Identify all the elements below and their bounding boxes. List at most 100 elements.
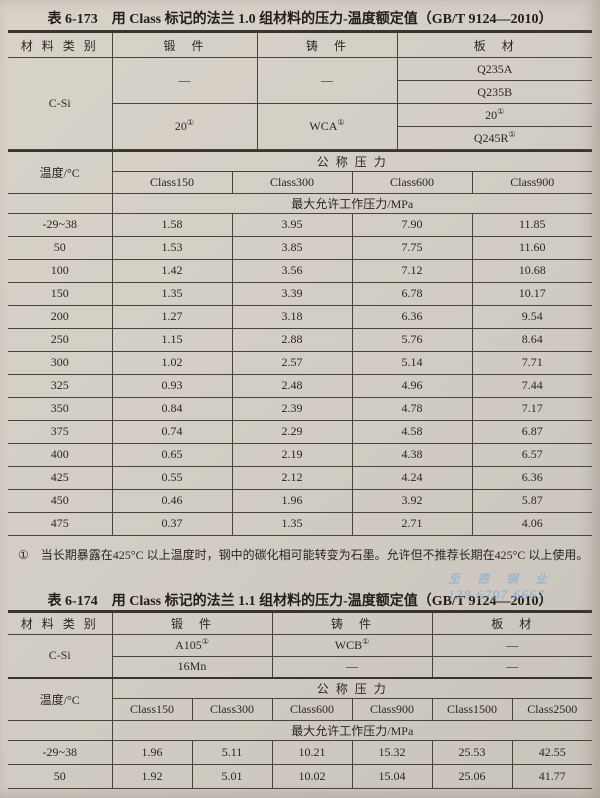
plate-cell: Q235B	[397, 80, 592, 104]
temp-cell: 50	[8, 763, 113, 789]
pressure-cell: 7.71	[471, 350, 593, 375]
pressure-cell: 3.56	[231, 258, 353, 283]
pressure-cell: 6.78	[351, 281, 473, 306]
table-row: 350 0.84 2.39 4.78 7.17	[8, 396, 593, 421]
temp-header-cell: 温度/°C	[8, 150, 113, 194]
table-row: 温度/°C 公 称 压 力	[8, 677, 593, 721]
pressure-cell: 4.24	[351, 465, 473, 490]
header-forging: 锻 件	[111, 31, 258, 58]
pressure-cell: 3.92	[351, 488, 473, 513]
class-header-cell: Class600	[271, 697, 353, 721]
pressure-cell: 0.65	[111, 442, 233, 467]
table1-caption-text: 用 Class 标记的法兰 1.0 组材料的压力-温度额定值（GB/T 9124…	[111, 12, 553, 27]
table1-caption-label: 表 6-173	[47, 12, 98, 27]
header-casting: 铸 件	[271, 610, 433, 635]
header-casting: 铸 件	[256, 31, 398, 58]
table-row: 50 1.92 5.01 10.02 15.04 25.06 41.77	[8, 763, 593, 789]
pressure-cell: 42.55	[511, 739, 593, 765]
pressure-cell: 2.57	[231, 350, 353, 375]
table-row: 250 1.15 2.88 5.76 8.64	[8, 327, 593, 352]
table2-caption-text: 用 Class 标记的法兰 1.1 组材料的压力-温度额定值（GB/T 9124…	[111, 593, 553, 609]
pressure-cell: 2.19	[231, 442, 353, 467]
pressure-cell: 2.12	[231, 465, 353, 490]
pressure-cell: 1.92	[111, 763, 193, 789]
plate-cell: —	[431, 655, 593, 679]
pressure-cell: 25.53	[431, 739, 513, 765]
temp-cell: 150	[8, 281, 113, 306]
nominal-pressure-header: 公 称 压 力	[111, 150, 593, 172]
pressure-cell: 15.32	[351, 739, 433, 765]
temp-cell: 100	[8, 258, 113, 283]
pressure-cell: 3.39	[231, 281, 353, 306]
temp-cell: 375	[8, 419, 113, 444]
pressure-cell: 0.55	[111, 465, 233, 490]
temp-cell: 250	[8, 327, 113, 352]
table-row: Q235B	[8, 80, 592, 104]
pressure-cell: 2.29	[231, 419, 353, 444]
footnote-marker: ①	[18, 547, 29, 562]
table2-caption-label: 表 6-174	[47, 593, 98, 609]
table-row: C-Si A105① WCB① —	[8, 633, 593, 679]
pressure-cell: 4.78	[351, 396, 473, 421]
temp-cell: 450	[8, 488, 113, 513]
table-row: 400 0.65 2.19 4.38 6.57	[8, 442, 593, 467]
temp-cell: -29~38	[8, 212, 113, 237]
footnote: ① 当长期暴露在425°C 以上温度时，钢中的碳化相可能转变为石墨。允许但不推荐长…	[18, 546, 590, 564]
pressure-cell: 7.75	[351, 235, 473, 260]
table-row: C-Si — — Q235A	[8, 57, 592, 150]
plate-cell: Q245R①	[397, 126, 592, 150]
pressure-cell: 5.87	[471, 488, 593, 513]
pressure-cell: 1.27	[111, 304, 233, 329]
pressure-cell: 25.06	[431, 763, 513, 789]
pressure-cell: 3.18	[231, 304, 353, 329]
temp-cell: 300	[8, 350, 113, 375]
pressure-cell: 8.64	[471, 327, 593, 352]
pressure-cell: 5.11	[191, 739, 273, 765]
forging-cell: A105①	[111, 633, 273, 657]
pressure-cell: 41.77	[511, 763, 593, 789]
table2-caption: 表 6-174 用 Class 标记的法兰 1.1 组材料的压力-温度额定值（GB…	[0, 590, 600, 610]
temp-cell: 200	[8, 304, 113, 329]
table-row: 150 1.35 3.39 6.78 10.17	[8, 281, 593, 306]
table-row: 425 0.55 2.12 4.24 6.36	[8, 465, 593, 490]
temp-cell: 50	[8, 235, 113, 260]
pressure-cell: 6.57	[471, 442, 593, 467]
class-header-cell: Class150	[112, 170, 233, 194]
pressure-cell: 5.01	[191, 763, 273, 789]
temp-cell: 400	[8, 442, 113, 467]
table-row: -29~38 1.96 5.11 10.21 15.32 25.53 42.55	[8, 739, 593, 765]
table1-pressure-section: 温度/°C 公 称 压 力 Class150 Class300 Class600…	[8, 150, 593, 536]
class-header-cell: Class900	[471, 170, 593, 194]
temp-cell: -29~38	[8, 739, 113, 765]
pressure-cell: 6.36	[471, 465, 593, 490]
watermark-line1: 至 德 钢 业	[448, 572, 555, 586]
temp-cell: 425	[8, 465, 113, 490]
pressure-cell: 0.93	[111, 373, 233, 398]
pressure-cell: 0.84	[111, 396, 233, 421]
pressure-cell: 1.15	[111, 327, 233, 352]
plate-cell: —	[431, 633, 593, 657]
empty-cell	[8, 719, 113, 741]
table-row: 450 0.46 1.96 3.92 5.87	[8, 488, 593, 513]
table-row: 材 料 类 别 锻 件 铸 件 板 材	[8, 610, 593, 635]
pressure-cell: 6.87	[471, 419, 593, 444]
pressure-cell: 7.12	[351, 258, 473, 283]
pressure-cell: 1.35	[231, 511, 353, 536]
mawp-header-cell: 最大允许工作压力/MPa	[111, 719, 593, 741]
material-group-cell: C-Si	[8, 57, 113, 150]
casting-cell: —	[271, 655, 433, 679]
class-header-cell: Class2500	[511, 697, 593, 721]
pressure-cell: 6.36	[351, 304, 473, 329]
pressure-cell: 10.21	[271, 739, 353, 765]
pressure-cell: 0.74	[111, 419, 233, 444]
pressure-cell: 2.71	[351, 511, 473, 536]
table-row: 20① WCA① 20①	[8, 103, 592, 150]
pressure-cell: 10.68	[471, 258, 593, 283]
temp-cell: 350	[8, 396, 113, 421]
pressure-cell: 4.06	[471, 511, 593, 536]
class-header-cell: Class150	[112, 697, 193, 721]
pressure-cell: 7.17	[471, 396, 593, 421]
table-row: Class150 Class300 Class600 Class900	[8, 170, 593, 194]
pressure-cell: 1.53	[111, 235, 233, 260]
table-row: 材 料 类 别 锻 件 铸 件 板 材	[8, 31, 592, 58]
